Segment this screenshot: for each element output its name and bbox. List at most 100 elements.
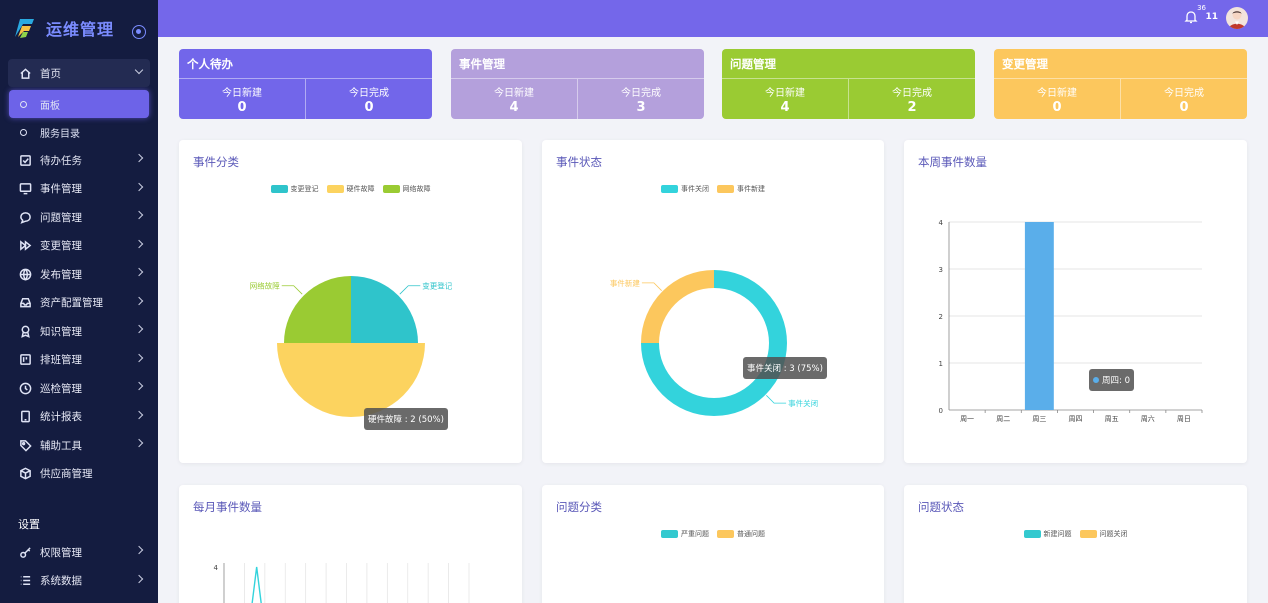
chart-card-problem-category: 问题分类 严重问题 普通问题: [542, 485, 884, 603]
sidebar-item-label: 权限管理: [40, 546, 82, 559]
stat-card-title: 问题管理: [722, 49, 975, 79]
stat-done: 今日完成 0: [305, 79, 432, 119]
chevron-right-icon: [134, 239, 144, 248]
clock-icon: [18, 381, 32, 395]
chart-title: 本周事件数量: [918, 155, 987, 169]
y-tick-label: 4: [939, 219, 944, 227]
sidebar-item-tools[interactable]: 辅助工具: [0, 431, 158, 460]
stat-new: 今日新建 0: [179, 79, 305, 119]
series-line[interactable]: [251, 566, 263, 603]
legend-item[interactable]: 普通问题: [717, 529, 765, 539]
sidebar-item-permissions[interactable]: 权限管理: [0, 538, 158, 567]
sidebar-item-label: 排班管理: [40, 354, 82, 367]
sidebar-item-problems[interactable]: 问题管理: [0, 203, 158, 232]
notification-count: 36: [1197, 4, 1206, 12]
legend-item[interactable]: 网络故障: [382, 184, 431, 194]
avatar[interactable]: [1226, 7, 1248, 29]
stat-new-label: 今日新建: [1037, 88, 1077, 99]
stat-new: 今日新建 4: [722, 79, 848, 119]
x-tick-label: 周五: [1105, 415, 1119, 423]
pie-slice[interactable]: [351, 276, 418, 343]
chart-tooltip-text: 周四: 0: [1102, 376, 1130, 386]
legend-item[interactable]: 新建问题: [1023, 529, 1072, 539]
sidebar-item-label: 供应商管理: [40, 468, 93, 481]
chart-card-problem-status: 问题状态 新建问题 问题关闭: [904, 485, 1247, 603]
sidebar-item-label: 巡检管理: [40, 382, 82, 395]
chart-card-monthly-events: 每月事件数量 4: [179, 485, 522, 603]
fast-forward-icon: [18, 239, 32, 253]
sidebar-item-system-data[interactable]: 系统数据: [0, 567, 158, 596]
line-chart: 4: [214, 563, 470, 603]
stat-card-change-management[interactable]: 变更管理 今日新建 0 今日完成 0: [994, 49, 1247, 119]
legend-item[interactable]: 硬件故障: [326, 184, 375, 194]
list-icon: [18, 574, 32, 588]
app-title: 运维管理: [46, 20, 115, 39]
sidebar-item-suppliers[interactable]: 供应商管理: [0, 460, 158, 489]
bar[interactable]: [1024, 222, 1054, 410]
sidebar-subitem-service-catalog[interactable]: 服务目录: [0, 118, 158, 146]
pie-slice[interactable]: [284, 276, 351, 343]
stat-new-value: 0: [1052, 100, 1062, 115]
sidebar-item-knowledge[interactable]: 知识管理: [0, 317, 158, 346]
sidebar-item-label: 资产配置管理: [40, 297, 103, 310]
donut-slice[interactable]: [641, 270, 714, 343]
chat-icon: [18, 210, 32, 224]
sidebar-item-releases[interactable]: 发布管理: [0, 260, 158, 289]
inbox-icon: [18, 296, 32, 310]
slice-label: 变更登记: [422, 281, 452, 291]
brand: 运维管理: [0, 0, 158, 56]
legend-item[interactable]: 严重问题: [661, 529, 709, 539]
app-logo-icon: [15, 19, 34, 38]
legend-item[interactable]: 事件新建: [717, 184, 765, 194]
sidebar-toggle-icon[interactable]: [132, 25, 146, 39]
x-tick-label: 周三: [1032, 415, 1046, 423]
sidebar-item-label: 问题管理: [40, 211, 82, 224]
bell-icon[interactable]: [1184, 9, 1198, 25]
sidebar-item-changes[interactable]: 变更管理: [0, 232, 158, 261]
stat-card-personal-todo[interactable]: 个人待办 今日新建 0 今日完成 0: [179, 49, 432, 119]
chart-legend: 事件关闭 事件新建: [542, 184, 884, 194]
sidebar-section-settings: 设置: [18, 518, 40, 531]
stat-done-label: 今日完成: [349, 88, 389, 99]
chevron-right-icon: [134, 353, 144, 362]
sidebar-subitem-dashboard[interactable]: 面板: [9, 90, 149, 118]
chart-title: 每月事件数量: [193, 500, 262, 514]
legend-item[interactable]: 问题关闭: [1079, 529, 1128, 539]
sidebar-item-home[interactable]: 首页: [8, 59, 150, 87]
pie-slice[interactable]: [277, 343, 425, 417]
chevron-right-icon: [134, 182, 144, 191]
sidebar-item-events[interactable]: 事件管理: [0, 175, 158, 204]
legend-label: 问题关闭: [1099, 530, 1128, 538]
chevron-right-icon: [134, 381, 144, 391]
stat-done-value: 2: [907, 100, 917, 115]
stat-card-problem-management[interactable]: 问题管理 今日新建 4 今日完成 2: [722, 49, 975, 119]
stat-done-value: 0: [1179, 100, 1189, 115]
bar-chart: 0 1 2 3 4 周一 周二 周三 周四 周五 周六 周日: [939, 219, 1203, 423]
stat-done: 今日完成 0: [1120, 79, 1247, 119]
legend-item[interactable]: 事件关闭: [661, 184, 709, 194]
sidebar-item-inspection[interactable]: 巡检管理: [0, 374, 158, 403]
legend-item[interactable]: 变更登记: [270, 184, 319, 194]
legend-label: 变更登记: [290, 185, 319, 193]
x-tick-label: 周一: [960, 415, 974, 423]
top-header: 36 11: [158, 0, 1268, 37]
stat-done: 今日完成 3: [577, 79, 704, 119]
stat-done-value: 3: [636, 100, 646, 115]
sidebar-item-label: 系统数据: [40, 575, 82, 588]
sidebar-item-todo[interactable]: 待办任务: [0, 146, 158, 175]
stat-new-value: 4: [780, 100, 790, 115]
legend-label: 硬件故障: [346, 185, 375, 193]
stat-done-label: 今日完成: [892, 88, 932, 99]
legend-label: 新建问题: [1043, 530, 1072, 538]
sidebar-item-assets[interactable]: 资产配置管理: [0, 289, 158, 318]
sidebar-item-label: 辅助工具: [40, 439, 82, 452]
sidebar-item-scheduling[interactable]: 排班管理: [0, 346, 158, 375]
chevron-right-icon: [134, 574, 144, 583]
chevron-right-icon: [134, 296, 144, 305]
series-dot-icon: [1093, 377, 1099, 383]
circle-icon: [20, 100, 27, 108]
stat-card-event-management[interactable]: 事件管理 今日新建 4 今日完成 3: [451, 49, 704, 119]
stat-done-label: 今日完成: [1164, 88, 1204, 99]
chevron-right-icon: [134, 545, 144, 555]
sidebar-item-reports[interactable]: 统计报表: [0, 403, 158, 432]
